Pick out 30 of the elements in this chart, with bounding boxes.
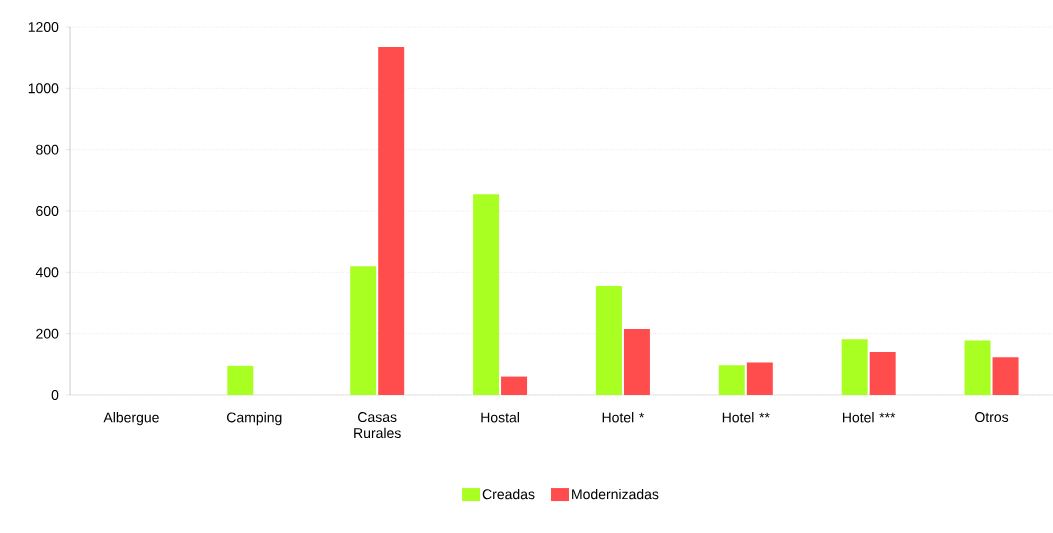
y-tick-label: 1200 <box>28 22 59 32</box>
x-tick-label: Hotel *** <box>842 412 896 423</box>
x-tick-label: Casas Rurales <box>354 412 401 439</box>
legend-label: Creadas <box>482 488 535 500</box>
x-tick-label: Hostal <box>481 412 519 423</box>
y-tick-label: 800 <box>36 144 59 155</box>
y-tick-label: 600 <box>36 206 59 216</box>
x-tick-label: Otros <box>975 412 1009 423</box>
y-tick-label: 1000 <box>28 83 59 94</box>
y-tick-label: 200 <box>36 328 59 339</box>
bar <box>718 365 745 395</box>
bar <box>623 329 650 395</box>
x-tick-label: Camping <box>227 412 282 426</box>
bar <box>869 352 896 395</box>
y-tick-label: 0 <box>51 390 59 400</box>
bar <box>350 266 377 395</box>
x-tick-label: Hotel ** <box>722 412 770 423</box>
bar <box>964 340 991 395</box>
x-tick-label: Hotel * <box>602 412 645 423</box>
bar <box>746 362 773 395</box>
bar <box>473 194 500 395</box>
bar <box>227 365 254 395</box>
bar <box>841 339 868 395</box>
bar <box>501 376 528 395</box>
bar <box>378 46 405 395</box>
bar <box>595 286 622 395</box>
x-tick-label: Albergue <box>103 412 159 426</box>
legend-label: Modernizadas <box>572 488 659 500</box>
y-tick-label: 400 <box>35 267 59 278</box>
bar <box>992 357 1019 395</box>
